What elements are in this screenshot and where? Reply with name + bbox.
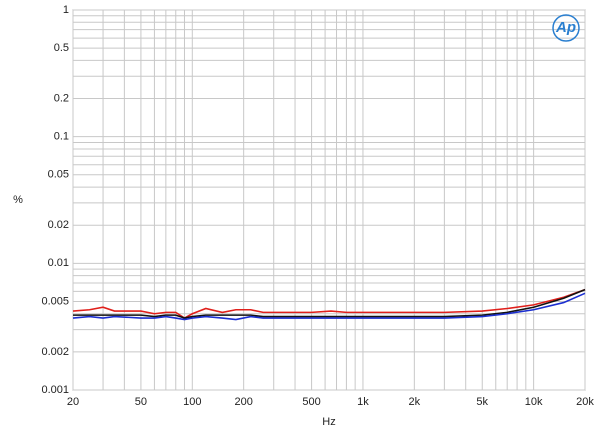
- y-tick-label: 1: [63, 4, 69, 16]
- y-tick-label: 0.2: [54, 92, 69, 104]
- y-tick-label: 0.01: [48, 257, 69, 269]
- x-tick-label: 20: [67, 396, 79, 408]
- y-tick-label: 0.05: [48, 169, 69, 181]
- logo: Ap: [555, 19, 576, 36]
- y-tick-label: 0.005: [41, 295, 69, 307]
- x-tick-label: 10k: [525, 396, 543, 408]
- y-tick-label: 0.02: [48, 219, 69, 231]
- series-line: [73, 288, 586, 319]
- series-line: [72, 288, 586, 319]
- x-tick-label: 20k: [576, 396, 594, 408]
- logo-ring: [552, 14, 580, 42]
- y-tick-label: 0.001: [41, 384, 69, 396]
- y-tick-label: 0.002: [41, 346, 69, 358]
- x-tick-label: 200: [234, 396, 252, 408]
- x-tick-label: 1k: [357, 396, 369, 408]
- x-tick-label: 5k: [476, 396, 488, 408]
- x-tick-label: 100: [183, 396, 201, 408]
- y-tick-label: 0.1: [54, 131, 69, 143]
- x-tick-label: 2k: [409, 396, 421, 408]
- x-tick-label: 500: [302, 396, 320, 408]
- x-axis-label: Hz: [322, 416, 335, 428]
- y-axis-label: %: [13, 194, 23, 206]
- x-tick-label: 50: [135, 396, 147, 408]
- y-tick-label: 0.5: [54, 42, 69, 54]
- plot-area: [72, 9, 586, 391]
- series-line: [72, 292, 586, 321]
